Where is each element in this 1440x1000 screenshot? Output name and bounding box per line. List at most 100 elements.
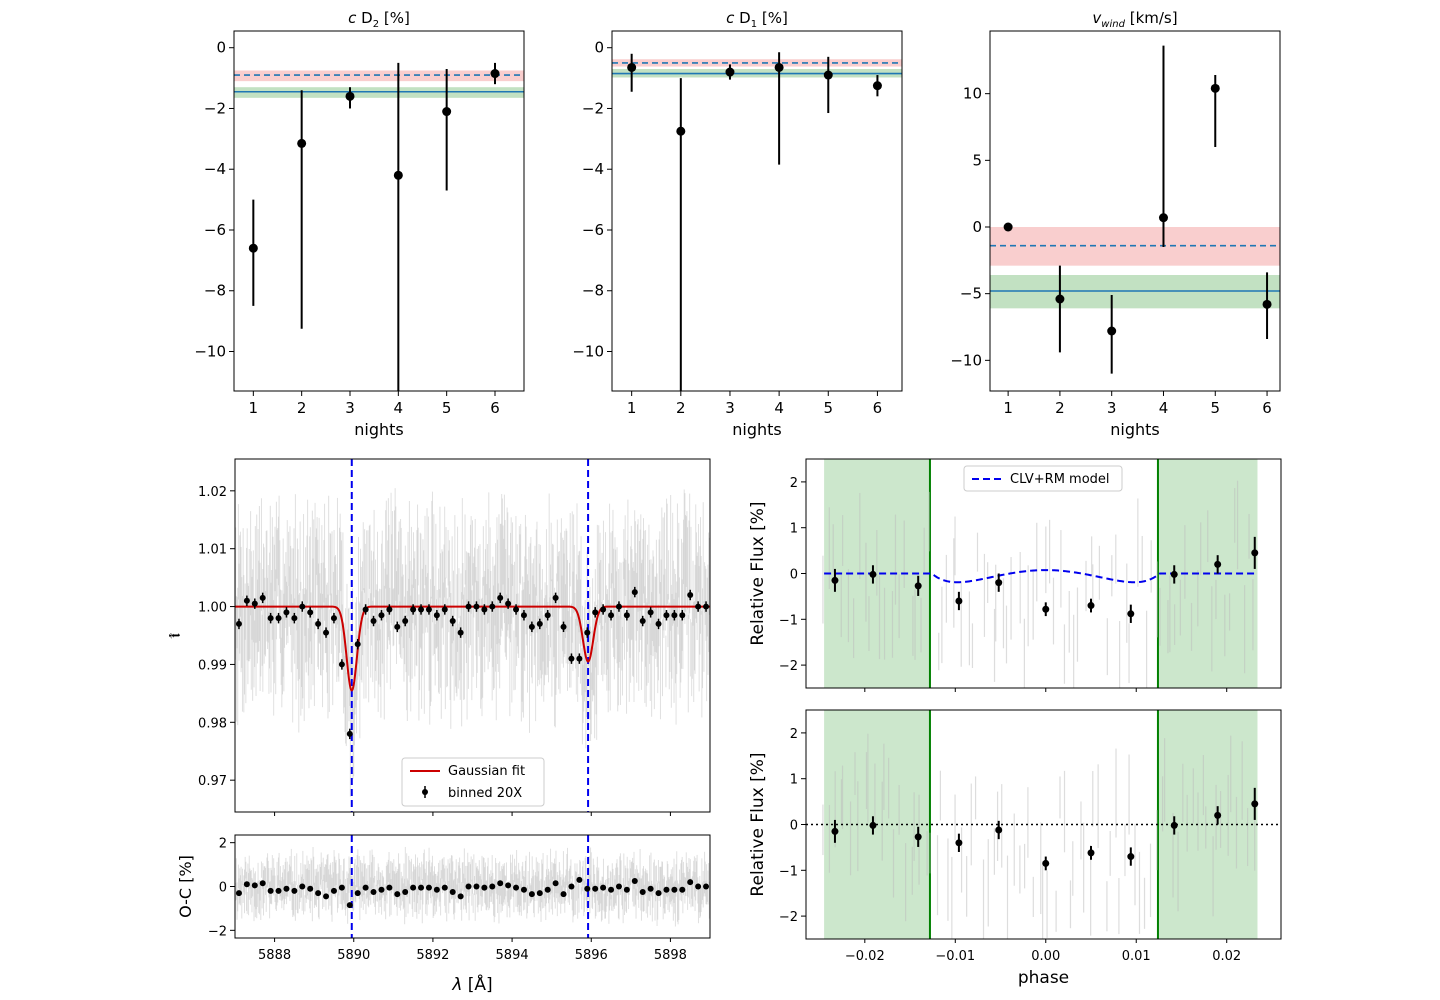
binned-point <box>671 886 678 893</box>
binned-point <box>362 884 369 891</box>
x-tick-label: 1 <box>249 399 259 417</box>
y-tick-label: −10 <box>572 343 604 361</box>
clv-rm-model-curve <box>824 569 1258 584</box>
y-tick-label: −2 <box>204 99 226 117</box>
y-tick-label: 0 <box>972 218 982 236</box>
binned-point <box>275 887 282 894</box>
binned-point <box>473 603 480 610</box>
binned-point <box>323 893 330 900</box>
y-tick-label: −8 <box>204 282 226 300</box>
binned-point <box>346 902 353 909</box>
x-tick-label: 5898 <box>654 948 687 963</box>
y-tick-label: 5 <box>972 151 982 169</box>
binned-point <box>267 887 274 894</box>
binned-point <box>1087 849 1095 857</box>
binned-point <box>655 620 662 627</box>
binned-point <box>671 612 678 619</box>
x-tick-label: −0.02 <box>845 949 885 964</box>
x-axis-label: nights <box>732 420 782 439</box>
title-unit: [%] <box>757 9 788 27</box>
y-tick-label: 10 <box>963 85 982 103</box>
chart-vwind-panel: 10 5 0 −5 −10 1 2 3 4 5 6 nights vwind [km/s] <box>950 9 1281 439</box>
y-tick-label: −5 <box>960 285 982 303</box>
binned-point <box>568 883 575 890</box>
x-tick-label: 3 <box>345 399 355 417</box>
binned-point <box>639 888 646 895</box>
y-tick-label: −6 <box>204 221 226 239</box>
x-tick-label: 4 <box>1159 399 1169 417</box>
binned-point <box>441 606 448 613</box>
binned-point <box>243 881 250 888</box>
binned-point <box>584 629 591 636</box>
x-axis-label: λ [Å] <box>451 973 492 995</box>
chart-spectrum-panel: 1.02 1.01 1.00 0.99 0.98 0.97 𝖎̃ Gaussian fit bi… <box>165 458 711 816</box>
legend-fit-label: Gaussian fit <box>448 764 525 779</box>
binned-point <box>592 609 599 616</box>
binned-point <box>425 606 432 613</box>
data-point <box>1003 222 1013 232</box>
data-point <box>1158 213 1168 223</box>
binned-point <box>378 886 385 893</box>
data-point <box>1210 83 1220 93</box>
binned-point <box>307 885 314 892</box>
legend-binned-label: binned 20X <box>448 786 522 801</box>
x-tick-label: 5 <box>823 399 833 417</box>
title-unit: [km/s] <box>1125 9 1178 27</box>
y-tick-label: 0 <box>219 881 227 896</box>
binned-point <box>267 615 274 622</box>
binned-point <box>259 594 266 601</box>
binned-point <box>600 606 607 613</box>
binned-point <box>1042 859 1050 867</box>
binned-point <box>536 890 543 897</box>
binned-point <box>354 641 361 648</box>
binned-point <box>338 884 345 891</box>
binned-point <box>1251 549 1259 557</box>
binned-point <box>703 603 710 610</box>
x-tick-label: 5896 <box>575 948 608 963</box>
x-tick-label: 0.02 <box>1212 949 1241 964</box>
y-tick-label: 0.98 <box>198 716 227 731</box>
y-tick-label: −10 <box>194 343 226 361</box>
y-tick-label: 1.02 <box>198 485 227 500</box>
binned-point <box>679 612 686 619</box>
x-tick-label: 5890 <box>337 948 370 963</box>
x-tick-label: 6 <box>873 399 883 417</box>
x-tick-label: 3 <box>1107 399 1117 417</box>
binned-point <box>520 886 527 893</box>
y-tick-label: 0 <box>790 819 798 834</box>
binned-point <box>465 603 472 610</box>
y-tick-label: −2 <box>208 924 227 939</box>
legend-binned-swatch <box>422 789 428 795</box>
binned-point <box>505 882 512 889</box>
y-axis-label: Relative Flux [%] <box>748 752 768 896</box>
binned-point <box>449 618 456 625</box>
binned-point <box>631 878 638 885</box>
x-tick-label: 2 <box>297 399 307 417</box>
binned-point <box>536 620 543 627</box>
binned-point <box>1170 570 1178 578</box>
binned-point <box>330 615 337 622</box>
binned-point <box>576 876 583 883</box>
raw-spectrum-points <box>235 488 710 797</box>
raw-flux-points <box>822 733 1256 939</box>
binned-point <box>528 623 535 630</box>
binned-point <box>433 886 440 893</box>
y-tick-label: 0.97 <box>198 774 227 789</box>
binned-point <box>370 888 377 895</box>
axes-frame <box>611 30 903 392</box>
binned-point <box>615 603 622 610</box>
raw-residual-points <box>235 846 710 927</box>
binned-point <box>513 884 520 891</box>
binned-point <box>497 880 504 887</box>
axes-frame <box>234 458 711 813</box>
binned-point <box>1127 853 1135 861</box>
data-point <box>297 138 307 148</box>
binned-point <box>497 594 504 601</box>
y-axis-label: Relative Flux [%] <box>748 501 768 645</box>
binned-point <box>433 612 440 619</box>
y-tick-label: −4 <box>204 160 226 178</box>
binned-point <box>687 591 694 598</box>
legend: CLV+RM model <box>963 465 1123 492</box>
binned-point <box>402 888 409 895</box>
binned-point <box>695 603 702 610</box>
